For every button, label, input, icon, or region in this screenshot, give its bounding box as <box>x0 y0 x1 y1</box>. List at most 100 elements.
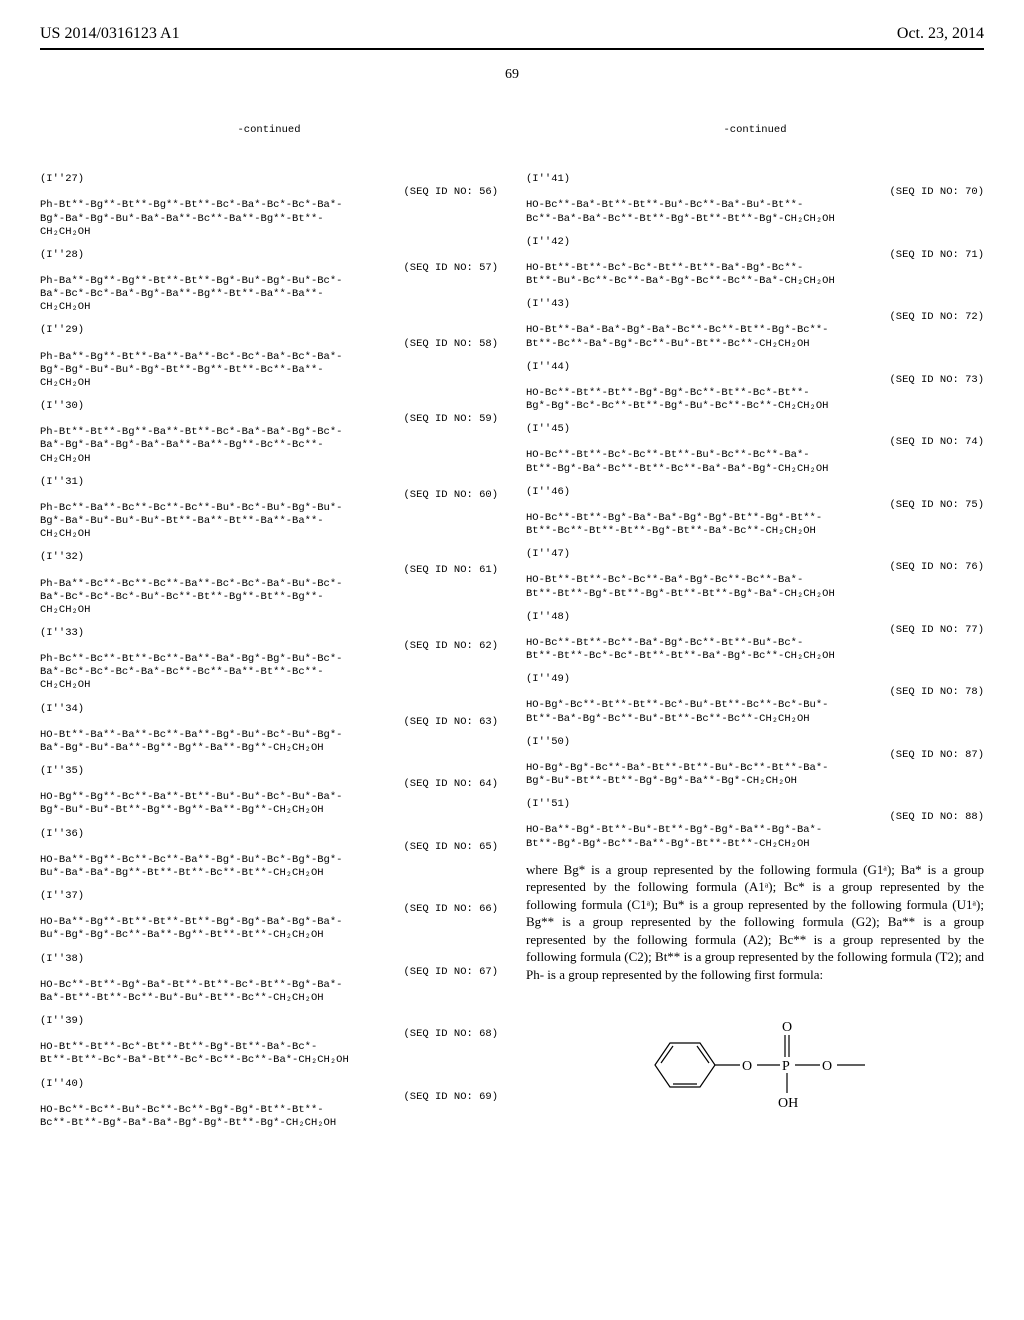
sequence-body: HO-Bg*-Bg*-Bc**-Ba*-Bt**-Bt**-Bu*-Bc**-B… <box>526 762 984 788</box>
right-column: -continued (I''41)(SEQ ID NO: 70)HO-Bc**… <box>526 98 984 1141</box>
sequence-entry: (I''50)(SEQ ID NO: 87)HO-Bg*-Bg*-Bc**-Ba… <box>526 736 984 789</box>
publication-number: US 2014/0316123 A1 <box>40 24 180 44</box>
sequence-entry: (I''35)(SEQ ID NO: 64)HO-Bg**-Bg**-Bc**-… <box>40 765 498 818</box>
sequence-entry: (I''44)(SEQ ID NO: 73)HO-Bc**-Bt**-Bt**-… <box>526 361 984 414</box>
sequence-body: HO-Bt**-Bt**-Bc*-Bt**-Bt**-Bg*-Bt**-Ba*-… <box>40 1041 498 1067</box>
continued-label-left: -continued <box>40 124 498 137</box>
seq-id-label: (SEQ ID NO: 56) <box>40 186 498 199</box>
entry-id: (I''37) <box>40 890 498 903</box>
sequence-entry: (I''46)(SEQ ID NO: 75)HO-Bc**-Bt**-Bg*-B… <box>526 486 984 539</box>
entry-id: (I''29) <box>40 324 498 337</box>
sequence-body: Ph-Bt**-Bg**-Bt**-Bg**-Bt**-Bc*-Ba*-Bc*-… <box>40 199 498 238</box>
seq-id-label: (SEQ ID NO: 76) <box>526 561 984 574</box>
sequence-body: Ph-Ba**-Bc**-Bc**-Bc**-Ba**-Bc*-Bc*-Ba*-… <box>40 578 498 617</box>
sequence-entry: (I''39)(SEQ ID NO: 68)HO-Bt**-Bt**-Bc*-B… <box>40 1015 498 1068</box>
sequence-body: HO-Bt**-Bt**-Bc*-Bc**-Ba*-Bg*-Bc**-Bc**-… <box>526 574 984 600</box>
sequence-entry: (I''41)(SEQ ID NO: 70)HO-Bc**-Ba*-Bt**-B… <box>526 173 984 226</box>
sequence-body: Ph-Ba**-Bg**-Bg**-Bt**-Bt**-Bg*-Bu*-Bg*-… <box>40 275 498 314</box>
entry-id: (I''48) <box>526 611 984 624</box>
sequence-body: HO-Bc**-Bt**-Bc**-Ba*-Bg*-Bc**-Bt**-Bu*-… <box>526 637 984 663</box>
seq-id-label: (SEQ ID NO: 57) <box>40 262 498 275</box>
sequence-entry: (I''38)(SEQ ID NO: 67)HO-Bc**-Bt**-Bg*-B… <box>40 953 498 1006</box>
seq-id-label: (SEQ ID NO: 62) <box>40 640 498 653</box>
seq-id-label: (SEQ ID NO: 66) <box>40 903 498 916</box>
sequence-entry: (I''28)(SEQ ID NO: 57)Ph-Ba**-Bg**-Bg**-… <box>40 249 498 315</box>
publication-date: Oct. 23, 2014 <box>897 24 984 44</box>
entry-id: (I''45) <box>526 423 984 436</box>
entry-id: (I''33) <box>40 627 498 640</box>
sequence-entry: (I''51)(SEQ ID NO: 88)HO-Ba**-Bg*-Bt**-B… <box>526 798 984 851</box>
sequence-entry: (I''37)(SEQ ID NO: 66)HO-Ba**-Bg**-Bt**-… <box>40 890 498 943</box>
svg-text:O: O <box>822 1059 832 1074</box>
sequence-entry: (I''30)(SEQ ID NO: 59)Ph-Bt**-Bt**-Bg**-… <box>40 400 498 466</box>
sequence-body: HO-Bc**-Bc**-Bu*-Bc**-Bc**-Bg*-Bg*-Bt**-… <box>40 1104 498 1130</box>
sequence-entry: (I''40)(SEQ ID NO: 69)HO-Bc**-Bc**-Bu*-B… <box>40 1078 498 1131</box>
description-paragraph: where Bg* is a group represented by the … <box>526 861 984 984</box>
sequence-entry: (I''33)(SEQ ID NO: 62)Ph-Bc**-Bc**-Bt**-… <box>40 627 498 693</box>
sequence-entry: (I''36)(SEQ ID NO: 65)HO-Ba**-Bg**-Bc**-… <box>40 828 498 881</box>
sequence-body: HO-Ba**-Bg**-Bt**-Bt**-Bt**-Bg*-Bg*-Ba*-… <box>40 916 498 942</box>
svg-text:OH: OH <box>778 1096 798 1111</box>
seq-id-label: (SEQ ID NO: 63) <box>40 716 498 729</box>
entry-id: (I''40) <box>40 1078 498 1091</box>
seq-id-label: (SEQ ID NO: 87) <box>526 749 984 762</box>
sequence-body: HO-Bg*-Bc**-Bt**-Bt**-Bc*-Bu*-Bt**-Bc**-… <box>526 699 984 725</box>
sequence-entry: (I''32)(SEQ ID NO: 61)Ph-Ba**-Bc**-Bc**-… <box>40 551 498 617</box>
seq-id-label: (SEQ ID NO: 75) <box>526 499 984 512</box>
sequence-body: Ph-Bc**-Ba**-Bc**-Bc**-Bc**-Bu*-Bc*-Bu*-… <box>40 502 498 541</box>
entry-id: (I''43) <box>526 298 984 311</box>
sequence-body: HO-Bc**-Ba*-Bt**-Bt**-Bu*-Bc**-Ba*-Bu*-B… <box>526 199 984 225</box>
seq-id-label: (SEQ ID NO: 78) <box>526 686 984 699</box>
seq-id-label: (SEQ ID NO: 72) <box>526 311 984 324</box>
entry-id: (I''50) <box>526 736 984 749</box>
entry-id: (I''27) <box>40 173 498 186</box>
sequence-body: HO-Bc**-Bt**-Bc*-Bc**-Bt**-Bu*-Bc**-Bc**… <box>526 449 984 475</box>
seq-id-label: (SEQ ID NO: 58) <box>40 338 498 351</box>
sequence-entry: (I''29)(SEQ ID NO: 58)Ph-Ba**-Bg**-Bt**-… <box>40 324 498 390</box>
seq-id-label: (SEQ ID NO: 69) <box>40 1091 498 1104</box>
entry-id: (I''44) <box>526 361 984 374</box>
sequence-body: HO-Bg**-Bg**-Bc**-Ba**-Bt**-Bu*-Bu*-Bc*-… <box>40 791 498 817</box>
left-column: -continued (I''27)(SEQ ID NO: 56)Ph-Bt**… <box>40 98 498 1141</box>
entry-id: (I''38) <box>40 953 498 966</box>
sequence-body: HO-Bt**-Ba**-Ba**-Bc**-Ba**-Bg*-Bu*-Bc*-… <box>40 729 498 755</box>
seq-id-label: (SEQ ID NO: 71) <box>526 249 984 262</box>
svg-text:P: P <box>782 1059 790 1074</box>
sequence-entry: (I''42)(SEQ ID NO: 71)HO-Bt**-Bt**-Bc*-B… <box>526 236 984 289</box>
entry-id: (I''39) <box>40 1015 498 1028</box>
sequence-entry: (I''43)(SEQ ID NO: 72)HO-Bt**-Ba*-Ba*-Bg… <box>526 298 984 351</box>
sequence-body: HO-Bt**-Ba*-Ba*-Bg*-Ba*-Bc**-Bc**-Bt**-B… <box>526 324 984 350</box>
entry-id: (I''32) <box>40 551 498 564</box>
seq-id-label: (SEQ ID NO: 59) <box>40 413 498 426</box>
entry-id: (I''42) <box>526 236 984 249</box>
header-rule <box>40 48 984 50</box>
svg-text:O: O <box>742 1059 752 1074</box>
sequence-body: HO-Bc**-Bt**-Bt**-Bg*-Bg*-Bc**-Bt**-Bc*-… <box>526 387 984 413</box>
entry-id: (I''51) <box>526 798 984 811</box>
seq-id-label: (SEQ ID NO: 73) <box>526 374 984 387</box>
seq-id-label: (SEQ ID NO: 70) <box>526 186 984 199</box>
sequence-entry: (I''48)(SEQ ID NO: 77)HO-Bc**-Bt**-Bc**-… <box>526 611 984 664</box>
entry-id: (I''31) <box>40 476 498 489</box>
seq-id-label: (SEQ ID NO: 60) <box>40 489 498 502</box>
entry-id: (I''46) <box>526 486 984 499</box>
entry-id: (I''41) <box>526 173 984 186</box>
sequence-entry: (I''31)(SEQ ID NO: 60)Ph-Bc**-Ba**-Bc**-… <box>40 476 498 542</box>
seq-id-label: (SEQ ID NO: 64) <box>40 778 498 791</box>
entry-id: (I''30) <box>40 400 498 413</box>
sequence-body: HO-Bc**-Bt**-Bg*-Ba*-Bt**-Bt**-Bc*-Bt**-… <box>40 979 498 1005</box>
entry-id: (I''35) <box>40 765 498 778</box>
sequence-entry: (I''45)(SEQ ID NO: 74)HO-Bc**-Bt**-Bc*-B… <box>526 423 984 476</box>
sequence-entry: (I''49)(SEQ ID NO: 78)HO-Bg*-Bc**-Bt**-B… <box>526 673 984 726</box>
sequence-body: HO-Bt**-Bt**-Bc*-Bc*-Bt**-Bt**-Ba*-Bg*-B… <box>526 262 984 288</box>
sequence-entry: (I''47)(SEQ ID NO: 76)HO-Bt**-Bt**-Bc*-B… <box>526 548 984 601</box>
seq-id-label: (SEQ ID NO: 77) <box>526 624 984 637</box>
sequence-body: HO-Bc**-Bt**-Bg*-Ba*-Ba*-Bg*-Bg*-Bt**-Bg… <box>526 512 984 538</box>
seq-id-label: (SEQ ID NO: 74) <box>526 436 984 449</box>
seq-id-label: (SEQ ID NO: 65) <box>40 841 498 854</box>
entry-id: (I''28) <box>40 249 498 262</box>
entry-id: (I''47) <box>526 548 984 561</box>
sequence-entry: (I''34)(SEQ ID NO: 63)HO-Bt**-Ba**-Ba**-… <box>40 703 498 756</box>
sequence-body: Ph-Bc**-Bc**-Bt**-Bc**-Ba**-Ba*-Bg*-Bg*-… <box>40 653 498 692</box>
entry-id: (I''34) <box>40 703 498 716</box>
